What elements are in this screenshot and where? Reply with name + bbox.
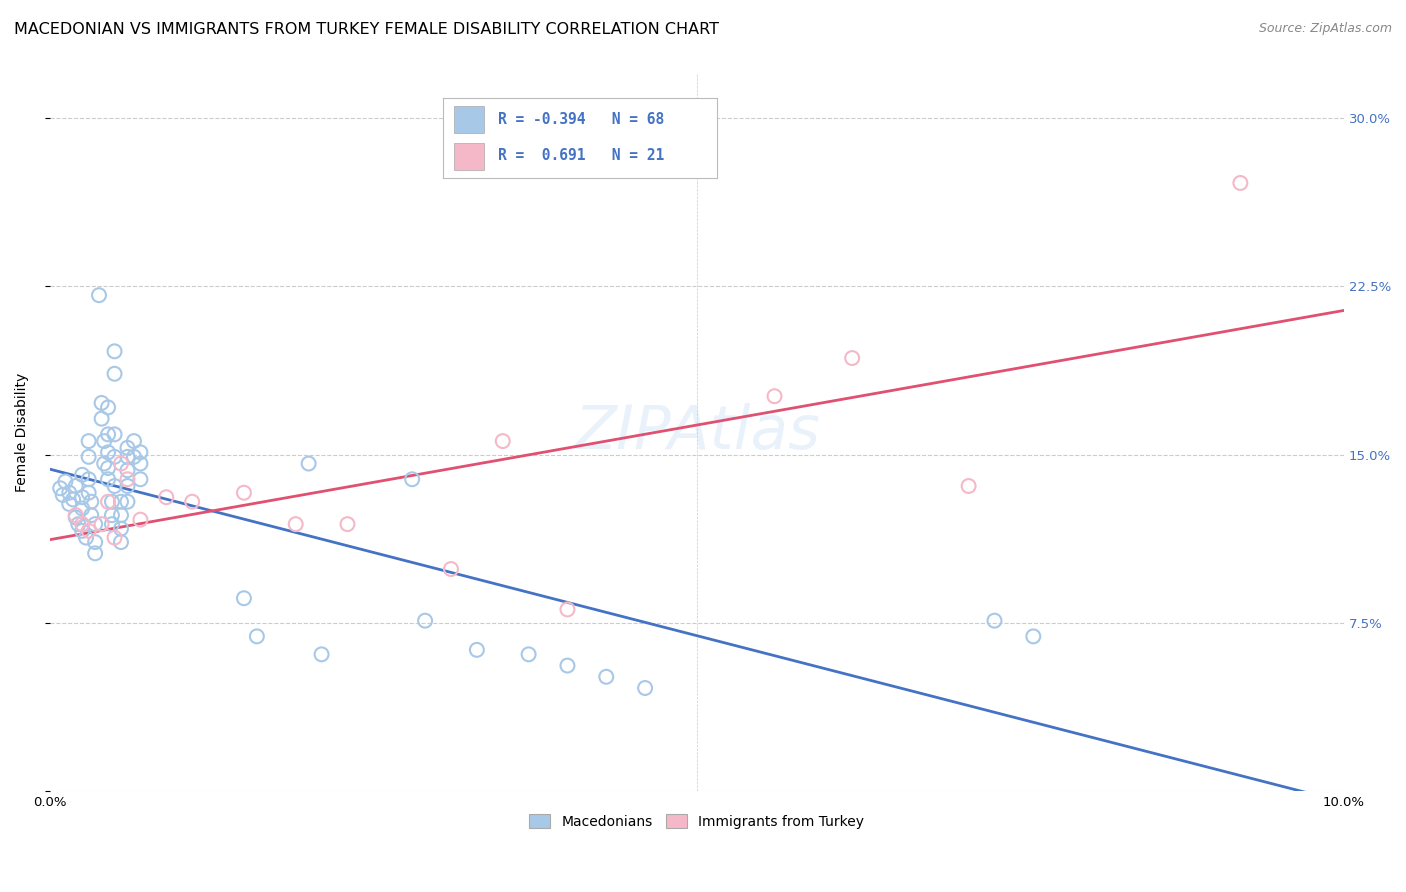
- Point: [62, 492, 84, 507]
- Bar: [454, 143, 484, 170]
- Point: [90, 396, 112, 410]
- Point: [122, 450, 145, 464]
- Point: [65, 479, 87, 493]
- Point: [101, 494, 124, 508]
- Point: [129, 513, 152, 527]
- Point: [70, 501, 93, 516]
- Point: [517, 648, 540, 662]
- Point: [413, 614, 436, 628]
- Point: [129, 457, 152, 471]
- Point: [67, 517, 90, 532]
- Point: [93, 457, 115, 471]
- Point: [983, 614, 1005, 628]
- Point: [110, 508, 132, 523]
- Point: [75, 531, 97, 545]
- Point: [117, 463, 139, 477]
- Point: [52, 488, 75, 502]
- Text: Source: ZipAtlas.com: Source: ZipAtlas.com: [1258, 22, 1392, 36]
- Point: [49, 481, 72, 495]
- Point: [110, 457, 132, 471]
- Point: [957, 479, 980, 493]
- Point: [492, 434, 515, 449]
- Point: [65, 508, 87, 523]
- Point: [311, 648, 333, 662]
- Point: [634, 681, 657, 695]
- Point: [80, 494, 103, 508]
- Point: [101, 508, 124, 523]
- Point: [77, 472, 100, 486]
- Point: [97, 472, 120, 486]
- Legend: Macedonians, Immigrants from Turkey: Macedonians, Immigrants from Turkey: [524, 809, 870, 835]
- Point: [117, 472, 139, 486]
- Point: [87, 288, 110, 302]
- Point: [117, 494, 139, 508]
- Text: R = -0.394   N = 68: R = -0.394 N = 68: [498, 112, 664, 128]
- Y-axis label: Female Disability: Female Disability: [15, 373, 30, 491]
- Point: [298, 457, 321, 471]
- Point: [117, 450, 139, 464]
- Point: [155, 490, 177, 504]
- Point: [77, 450, 100, 464]
- Point: [465, 643, 488, 657]
- Point: [65, 510, 87, 524]
- Point: [1229, 176, 1251, 190]
- Point: [440, 562, 463, 576]
- Text: ZIPAtlas: ZIPAtlas: [574, 402, 820, 462]
- Point: [53, 475, 76, 489]
- Point: [90, 411, 112, 425]
- Point: [101, 517, 124, 532]
- Point: [70, 467, 93, 482]
- Point: [246, 629, 269, 643]
- Point: [97, 401, 120, 415]
- Point: [58, 497, 80, 511]
- Point: [110, 494, 132, 508]
- Point: [97, 494, 120, 508]
- Point: [336, 517, 359, 532]
- Point: [58, 485, 80, 500]
- Point: [70, 524, 93, 538]
- Point: [97, 461, 120, 475]
- Point: [90, 517, 112, 532]
- Point: [77, 524, 100, 538]
- Point: [84, 517, 107, 532]
- Point: [841, 351, 863, 365]
- Point: [117, 441, 139, 455]
- Point: [557, 602, 579, 616]
- Point: [122, 434, 145, 449]
- Point: [103, 427, 125, 442]
- Point: [557, 658, 579, 673]
- Text: MACEDONIAN VS IMMIGRANTS FROM TURKEY FEMALE DISABILITY CORRELATION CHART: MACEDONIAN VS IMMIGRANTS FROM TURKEY FEM…: [14, 22, 718, 37]
- Bar: [454, 106, 484, 134]
- Point: [84, 535, 107, 549]
- Text: R =  0.691   N = 21: R = 0.691 N = 21: [498, 148, 664, 163]
- Point: [595, 670, 617, 684]
- Point: [110, 522, 132, 536]
- Point: [117, 479, 139, 493]
- Point: [763, 389, 786, 403]
- Point: [181, 494, 204, 508]
- Point: [284, 517, 307, 532]
- Point: [233, 591, 256, 606]
- Point: [70, 490, 93, 504]
- Point: [77, 485, 100, 500]
- Point: [401, 472, 423, 486]
- Point: [97, 445, 120, 459]
- Point: [103, 450, 125, 464]
- Point: [233, 485, 256, 500]
- Point: [103, 531, 125, 545]
- Point: [93, 434, 115, 449]
- Point: [129, 472, 152, 486]
- Point: [103, 367, 125, 381]
- Point: [110, 535, 132, 549]
- Point: [84, 546, 107, 560]
- Point: [103, 344, 125, 359]
- Point: [129, 445, 152, 459]
- Point: [70, 517, 93, 532]
- Point: [97, 427, 120, 442]
- Point: [77, 434, 100, 449]
- Point: [103, 479, 125, 493]
- Point: [80, 508, 103, 523]
- Point: [1022, 629, 1045, 643]
